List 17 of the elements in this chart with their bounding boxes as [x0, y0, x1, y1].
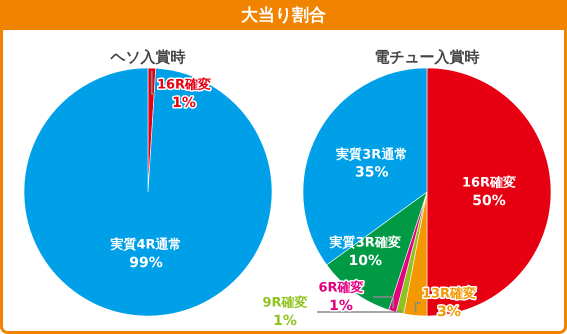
- slice-label: 実質4R通常: [110, 236, 182, 253]
- data-label: 1%: [172, 94, 196, 111]
- data-label: 1%: [273, 312, 297, 329]
- data-label: 10%: [348, 253, 382, 270]
- text: 大当り割合: [241, 6, 326, 26]
- slice-label: 実質3R確変: [328, 234, 401, 251]
- data-label: 1%: [329, 298, 353, 314]
- slice-label: 16R確変: [156, 76, 212, 93]
- slice-label: 実質3R通常: [335, 146, 408, 162]
- data-label: 99%: [129, 254, 163, 271]
- chart-title: ヘソ入賞時: [110, 48, 186, 66]
- slice-label: 9R確変: [262, 294, 308, 311]
- chart-title: 電チュー入賞時: [374, 48, 480, 66]
- slice-label: 16R確変: [462, 174, 516, 191]
- data-label: 50%: [472, 192, 506, 209]
- data-label: 35%: [355, 164, 389, 181]
- slice-label: 6R確変: [318, 280, 364, 296]
